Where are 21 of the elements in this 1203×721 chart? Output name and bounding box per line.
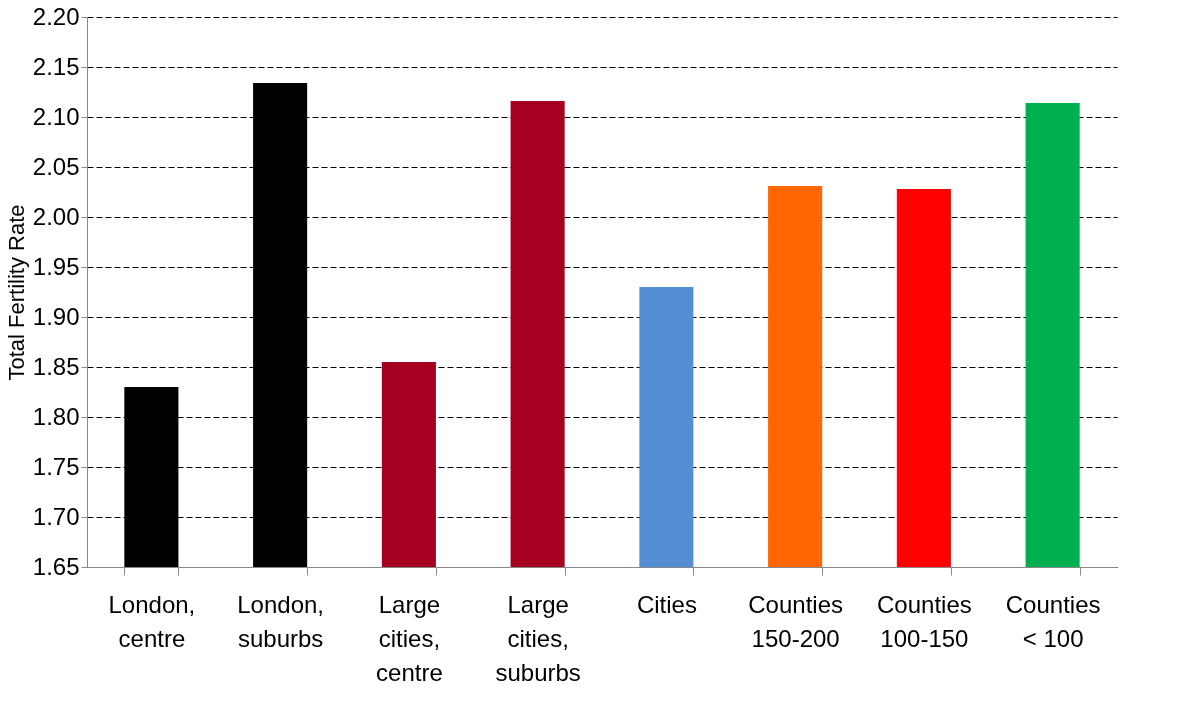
x-tick-label: London, suburbs (237, 590, 325, 652)
y-tick-label: 1.95 (32, 252, 80, 280)
y-tick-label: 1.90 (32, 302, 80, 330)
y-tick-label: 1.85 (32, 352, 80, 380)
y-tick-label: 1.70 (32, 502, 80, 530)
y-tick-label: 1.80 (32, 402, 80, 430)
y-axis-title: Total Fertility Rate (3, 204, 29, 381)
x-tick-label: Large cities, suburbs (495, 590, 581, 686)
x-tick-label: Cities (636, 590, 697, 618)
y-tick-label: 2.20 (32, 2, 80, 30)
x-tick-label: Counties 100-150 (877, 590, 972, 652)
x-tick-label: Large cities, centre (376, 590, 443, 686)
y-tick-label: 1.75 (32, 452, 80, 480)
y-tick-label: 2.05 (32, 152, 80, 180)
y-tick-label: 2.00 (32, 202, 80, 230)
y-tick-label: 2.15 (32, 52, 80, 80)
x-tick-label: London, centre (108, 590, 196, 652)
y-tick-label: 1.65 (32, 552, 80, 580)
x-tick-label: Counties 150-200 (748, 590, 843, 652)
x-tick-label: Counties < 100 (1005, 590, 1101, 652)
y-tick-label: 2.10 (32, 102, 80, 130)
